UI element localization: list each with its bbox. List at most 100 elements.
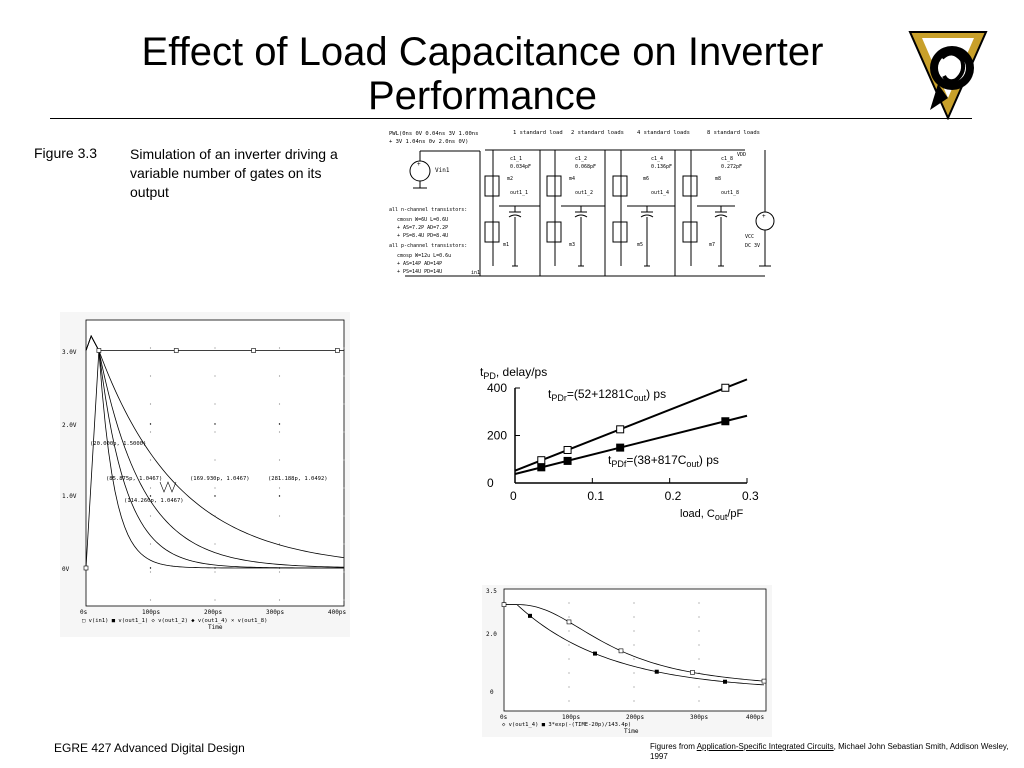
svg-text:m5: m5 (637, 242, 643, 248)
grid-dot (214, 487, 216, 489)
y-tick-label: 400 (487, 381, 507, 395)
grid-dot (214, 347, 216, 349)
fall-data-point (721, 417, 730, 426)
svg-text:cmosp W=12u L=0.6u: cmosp W=12u L=0.6u (397, 253, 451, 259)
fit-marker (723, 679, 727, 684)
grid-dot (568, 658, 570, 660)
rise-data-point (537, 456, 546, 465)
grid-dot (633, 686, 635, 688)
model-lines: all n-channel transistors: cmosn W=6U L=… (389, 207, 467, 275)
fall-data-point (537, 463, 546, 472)
x-tick: 300ps (690, 714, 708, 721)
svg-text:4 standard loads: 4 standard loads (637, 130, 690, 136)
x-tick: 200ps (204, 609, 222, 616)
grid-dot (149, 495, 152, 497)
grid-dot (149, 403, 152, 405)
transient-x-title: Time (208, 624, 223, 631)
input-marker (335, 348, 340, 353)
grid-dot (633, 616, 635, 618)
simulated-marker (761, 678, 767, 684)
figure-caption: Simulation of an inverter driving a vari… (130, 146, 338, 200)
source-spec-2: + 3V 1.04ns 0v 2.0ns 0V) (389, 139, 468, 145)
x-tick: 300ps (266, 609, 284, 616)
fall-data-point (616, 443, 625, 452)
fit-legend: ◇ v(out1_4) ■ 3*exp(-(TIME-20p)/143.4p) (502, 722, 631, 728)
grid-dot (568, 686, 570, 688)
svg-text:all n-channel transistors:: all n-channel transistors: (389, 207, 467, 213)
fit-marker (593, 651, 597, 656)
stage-1: 1 standard load c1_1 0.034pF m2 out1_1 m… (484, 130, 563, 276)
out1-8-curve (85, 335, 344, 558)
vcc-label: VCC (745, 234, 754, 240)
x-tick-label: 0.3 (742, 489, 759, 503)
grid-dot (214, 571, 216, 573)
grid-dot (343, 599, 345, 601)
grid-dot (149, 431, 152, 433)
rise-data-point (563, 445, 572, 454)
grid-dot (214, 599, 216, 601)
grid-dot (214, 495, 216, 497)
grid-dot (568, 644, 570, 646)
y-axis-label: tPD, delay/ps (480, 365, 547, 381)
rise-fit-label: tPDr=(52+1281Cout) ps (548, 387, 666, 403)
reference-link[interactable]: Application-Specific Integrated Circuits (696, 742, 834, 751)
delay-marks (514, 378, 748, 475)
fall-data-point (563, 456, 572, 465)
y-tick: 3.0V (62, 349, 77, 356)
grid-dot (278, 459, 281, 461)
x-tick: 400ps (328, 609, 346, 616)
svg-text:+: + (762, 213, 766, 220)
svg-text:all p-channel transistors:: all p-channel transistors: (389, 243, 467, 249)
svg-text:out1_8: out1_8 (721, 190, 739, 196)
y-tick: 2.0 (486, 631, 497, 638)
svg-text:c1_8: c1_8 (721, 156, 733, 162)
svg-text:m3: m3 (569, 242, 575, 248)
svg-text:m8: m8 (715, 176, 721, 182)
transient-y-ticks: 3.0V 2.0V 1.0V 0V (62, 349, 77, 573)
input-marker (173, 348, 179, 353)
transient-plot: 3.0V 2.0V 1.0V 0V 0s 100ps 200ps 300ps 4… (60, 312, 350, 637)
figure-number: Figure 3.3 (34, 145, 98, 161)
stage-2: 2 standard loads c1_2 0.068pF m4 out1_2 … (546, 130, 624, 276)
grid-dot (633, 700, 635, 702)
simulated-marker (566, 619, 572, 625)
annotation: (169.930p, 1.0467) (190, 476, 250, 482)
grid-dot (698, 686, 700, 688)
course-name: EGRE 427 Advanced Digital Design (54, 741, 245, 755)
vin-label: Vin1 (435, 167, 450, 174)
source-spec-1: PWL(0ns 0V 0.04ns 3V 1.00ns (389, 131, 478, 137)
grid-dot (633, 602, 635, 604)
grid-dot (214, 423, 216, 425)
grid-dot (278, 423, 281, 425)
svg-text:2 standard loads: 2 standard loads (571, 130, 624, 136)
fit-x-title: Time (624, 728, 639, 735)
grid-dot (698, 644, 700, 646)
grid-dot (278, 599, 281, 601)
grid-dot (633, 658, 635, 660)
delay-axes: 0 0.1 0.2 0.3 0 200 400 (487, 381, 759, 503)
svg-text:m6: m6 (643, 176, 649, 182)
grid-dot (568, 616, 570, 618)
university-logo (908, 31, 988, 120)
annotation: (281.188p, 1.0492) (268, 476, 328, 482)
grid-dot (343, 375, 345, 377)
vcc-value: DC 3V (745, 243, 760, 249)
fit-marker (654, 669, 659, 674)
y-tick: 1.0V (62, 493, 77, 500)
grid-dot (278, 515, 281, 517)
grid-dot (698, 658, 700, 660)
grid-dot (343, 431, 345, 433)
grid-dot (278, 571, 281, 573)
svg-text:m7: m7 (709, 242, 715, 248)
x-tick-label: 0 (510, 489, 517, 503)
fall-fit-line (514, 414, 748, 475)
svg-text:m1: m1 (503, 242, 509, 248)
transient-grid (149, 347, 345, 601)
grid-dot (214, 403, 216, 405)
fit-marker (528, 613, 532, 618)
grid-dot (149, 347, 152, 349)
page-title: Effect of Load Capacitance on Inverter P… (141, 30, 824, 118)
rise-fit-line (514, 378, 748, 472)
y-tick-label: 0 (487, 476, 494, 490)
out1-4-curve (85, 335, 344, 568)
